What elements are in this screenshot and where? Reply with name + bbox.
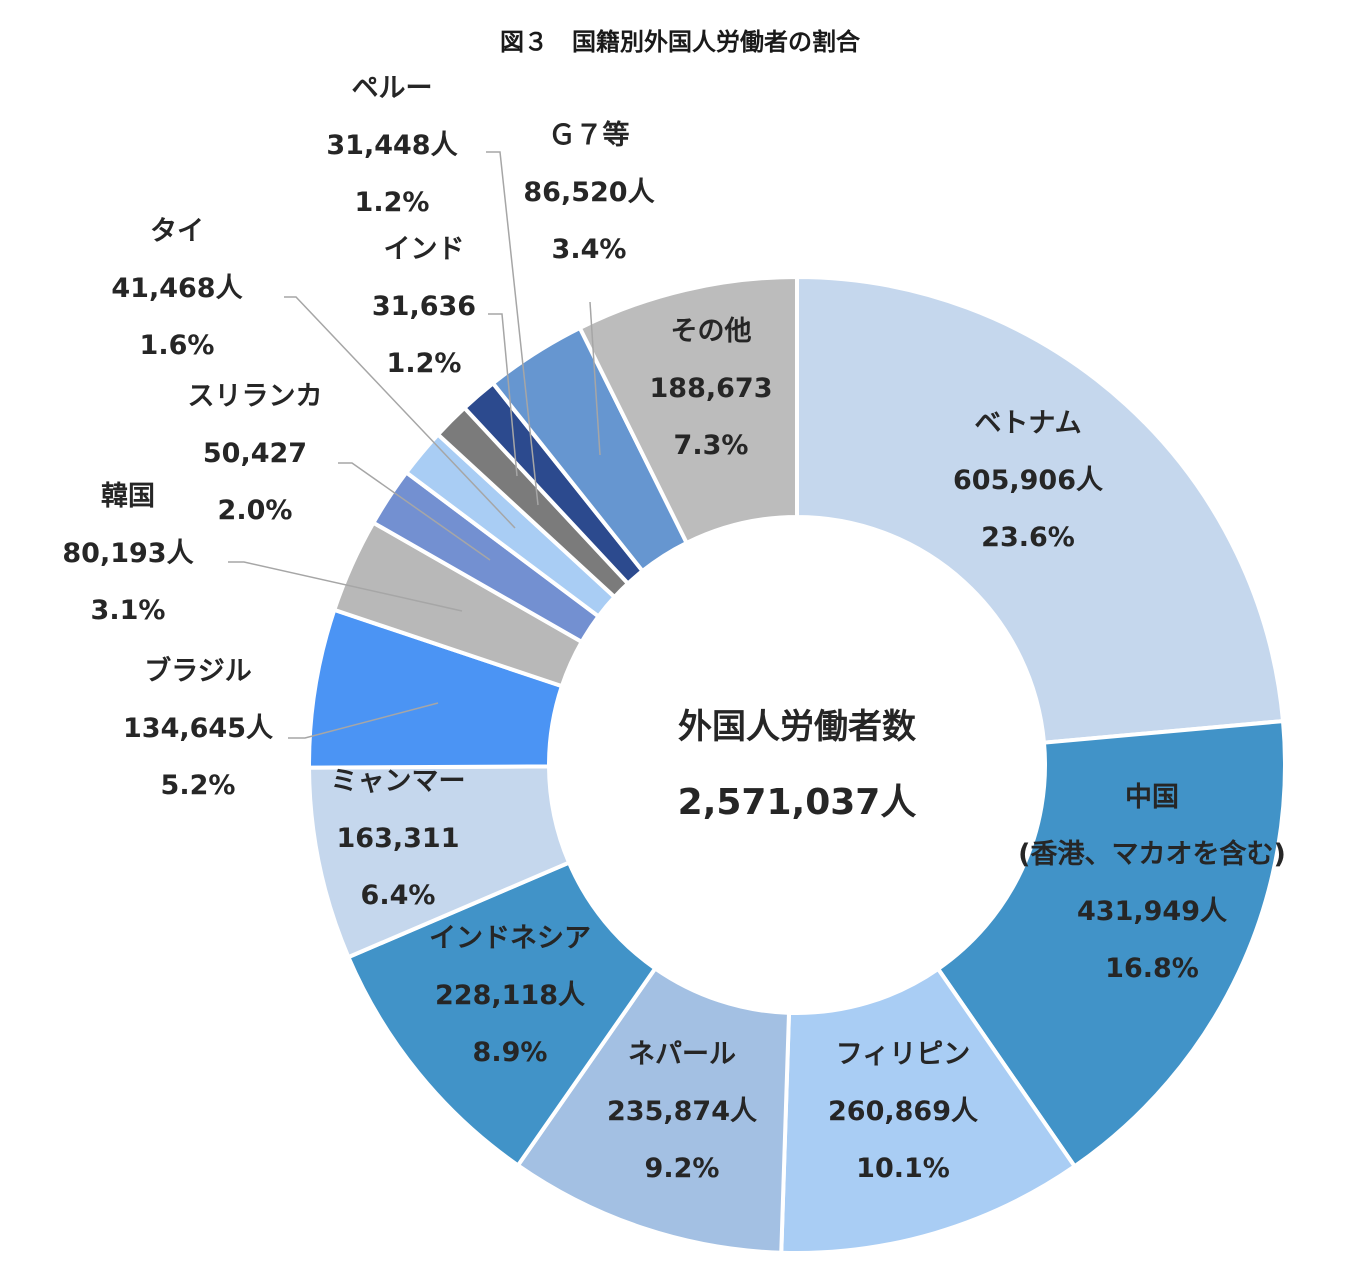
slice-12-percent-label: 3.4% (552, 234, 627, 265)
chart-title: 図３ 国籍別外国人労働者の割合 (500, 28, 861, 56)
slice-12-value-label: 86,520人 (523, 177, 654, 208)
center-value: 2,571,037人 (678, 782, 917, 823)
slice-13-name-label: その他 (671, 316, 752, 347)
slice-7-percent-label: 3.1% (91, 595, 166, 626)
leader-lines-group (228, 151, 601, 739)
slice-3 (515, 965, 792, 1255)
slice-1-value-label: 431,949人 (1077, 896, 1227, 927)
slice-12-leader-line (589, 301, 601, 456)
slice-10-name-label: ペルー (352, 73, 433, 104)
slice-11-value-label: 31,636 (372, 291, 476, 322)
slice-6-value-label: 134,645人 (123, 713, 273, 744)
slice-9-value-label: 41,468人 (111, 273, 242, 304)
slice-3-name-label: ネパール (628, 1039, 736, 1070)
slice-1 (935, 718, 1287, 1170)
slice-0 (795, 274, 1286, 745)
slice-10-percent-label: 1.2% (355, 187, 430, 218)
slice-13 (577, 274, 799, 546)
slice-5-name-label: ミャンマー (331, 766, 466, 797)
slice-2-name-label: フィリピン (836, 1039, 970, 1070)
slice-11-leader-line (488, 313, 518, 477)
slice-4-percent-label: 8.9% (473, 1037, 548, 1068)
slice-3-percent-label: 9.2% (645, 1153, 720, 1184)
slice-labels-group: ベトナム 605,906人 23.6% 中国 (香港、マカオを含む) 431,949人 16… (62, 73, 1285, 1184)
slice-6-leader-line (288, 702, 439, 739)
slice-13-percent-label: 7.3% (674, 430, 749, 461)
slice-1-subname-label: (香港、マカオを含む) (1018, 838, 1286, 870)
slice-8-percent-label: 2.0% (218, 495, 293, 526)
slice-8-name-label: スリランカ (188, 381, 323, 412)
center-label: 外国人労働者数 (678, 707, 916, 747)
slice-11-name-label: インド (384, 234, 465, 265)
slice-9-leader-line (284, 296, 516, 529)
slice-4-name-label: インドネシア (429, 923, 591, 954)
slices-group (306, 274, 1287, 1255)
slice-11-percent-label: 1.2% (387, 348, 462, 379)
slice-8-leader-line (338, 462, 491, 561)
slice-1-name-label: 中国 (1125, 782, 1179, 813)
slice-0-name-label: ベトナム (974, 408, 1081, 439)
slice-6-percent-label: 5.2% (161, 770, 236, 801)
slice-7-leader-line (228, 561, 463, 612)
slice-5-value-label: 163,311 (337, 823, 460, 854)
slice-7-value-label: 80,193人 (62, 538, 193, 569)
slice-10-value-label: 31,448人 (326, 130, 457, 161)
slice-10-leader-line (486, 151, 539, 506)
slice-1-percent-label: 16.8% (1105, 953, 1199, 984)
slice-5-percent-label: 6.4% (361, 880, 436, 911)
slice-4-value-label: 228,118人 (435, 980, 585, 1011)
slice-9-percent-label: 1.6% (140, 330, 215, 361)
slice-7-name-label: 韓国 (101, 481, 155, 512)
slice-0-percent-label: 23.6% (981, 522, 1075, 553)
slice-2-value-label: 260,869人 (828, 1096, 978, 1127)
slice-12-name-label: Ｇ７等 (549, 119, 630, 151)
slice-6-name-label: ブラジル (144, 655, 251, 687)
slice-3-value-label: 235,874人 (607, 1096, 757, 1127)
slice-0-value-label: 605,906人 (953, 465, 1103, 496)
slice-9-name-label: タイ (150, 216, 204, 247)
slice-8-value-label: 50,427 (203, 438, 307, 469)
slice-13-value-label: 188,673 (650, 373, 773, 404)
slice-2-percent-label: 10.1% (856, 1153, 950, 1184)
